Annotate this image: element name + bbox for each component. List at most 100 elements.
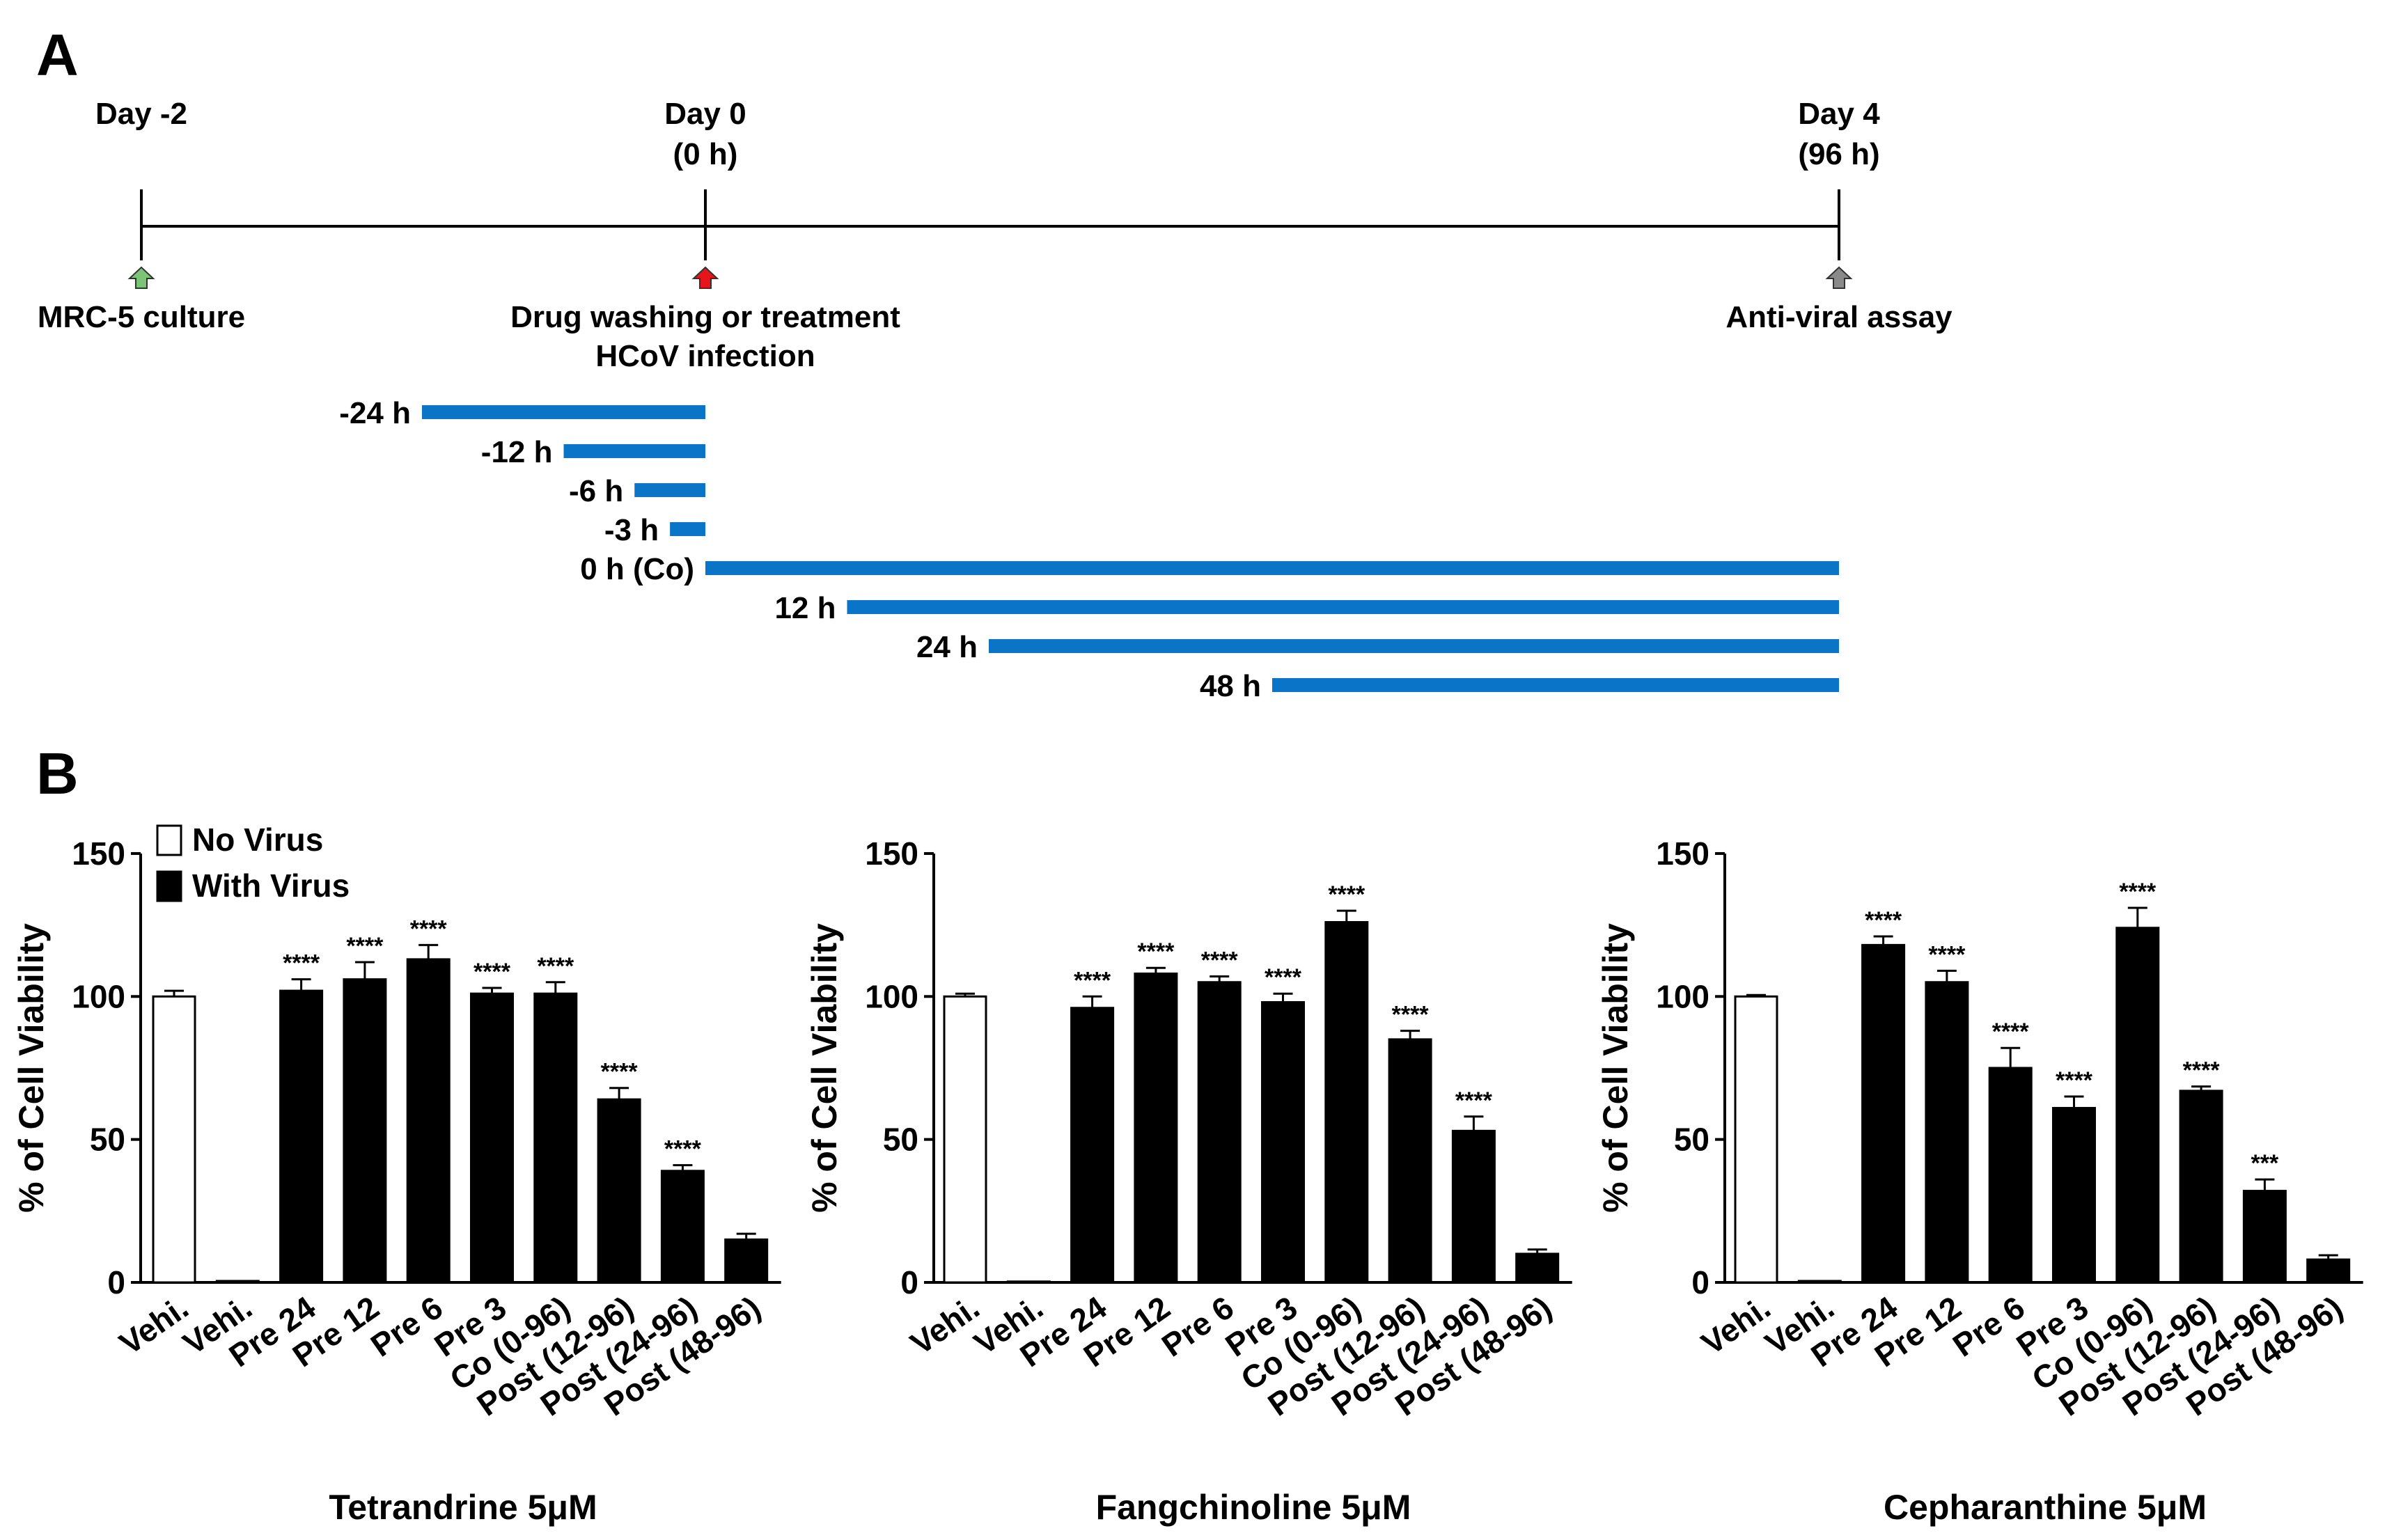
significance-label: **** bbox=[1392, 1002, 1430, 1028]
category-label: Pre 6 bbox=[1155, 1289, 1240, 1364]
legend: No Virus With Virus bbox=[156, 822, 350, 904]
significance-label: **** bbox=[1265, 964, 1302, 991]
bar bbox=[152, 995, 196, 1284]
bar bbox=[1925, 981, 1969, 1284]
significance-label: **** bbox=[1074, 967, 1111, 993]
significance-label: **** bbox=[1328, 881, 1365, 908]
treatment-bar bbox=[670, 522, 705, 536]
bar bbox=[2179, 1090, 2223, 1284]
chart-title: Cepharanthine 5μM bbox=[1884, 1488, 2207, 1527]
treatment-label: -3 h bbox=[604, 513, 659, 547]
y-axis-label: % of Cell Viability bbox=[1596, 923, 1635, 1213]
significance-label: **** bbox=[1137, 938, 1175, 965]
treatment-bar bbox=[634, 483, 705, 497]
treatment-label: 0 h (Co) bbox=[580, 552, 694, 586]
category-label: Pre 6 bbox=[364, 1289, 449, 1364]
treatment-bar bbox=[1272, 678, 1839, 692]
bar bbox=[470, 992, 514, 1284]
milestone-event-secondary: HCoV infection bbox=[595, 339, 815, 373]
significance-label: **** bbox=[1928, 941, 1966, 968]
bar bbox=[1070, 1007, 1115, 1284]
milestone-label: Day 0 bbox=[664, 97, 746, 131]
y-axis-label: % of Cell Viability bbox=[12, 923, 51, 1213]
treatment-bar bbox=[989, 639, 1839, 653]
legend-no-virus-label: No Virus bbox=[192, 822, 323, 858]
significance-label: **** bbox=[537, 953, 574, 980]
treatment-label: -6 h bbox=[569, 474, 623, 508]
significance-label: **** bbox=[346, 933, 384, 959]
significance-label: **** bbox=[283, 950, 320, 977]
significance-label: **** bbox=[1992, 1019, 2030, 1045]
significance-label: *** bbox=[2251, 1150, 2279, 1177]
y-tick-label: 50 bbox=[1674, 1122, 1709, 1158]
legend-with-virus-label: With Virus bbox=[192, 867, 350, 904]
bar bbox=[1261, 1001, 1305, 1284]
y-tick-label: 150 bbox=[72, 835, 125, 872]
milestone-label: Day 4 bbox=[1798, 97, 1880, 131]
bar bbox=[1324, 921, 1369, 1284]
bar bbox=[2052, 1106, 2096, 1284]
y-axis-label: % of Cell Viability bbox=[805, 923, 844, 1213]
treatment-label: -12 h bbox=[481, 435, 553, 469]
arrow-up-icon bbox=[1825, 266, 1853, 289]
treatment-bar bbox=[422, 405, 705, 419]
milestone-event: Anti-viral assay bbox=[1725, 300, 1952, 334]
bar bbox=[1006, 1280, 1051, 1284]
y-tick-label: 150 bbox=[1656, 835, 1709, 872]
y-tick-label: 50 bbox=[90, 1122, 125, 1158]
bar bbox=[2306, 1258, 2351, 1284]
legend-no-virus-swatch bbox=[156, 824, 182, 856]
chart-title: Fangchinoline 5μM bbox=[1096, 1488, 1411, 1527]
bar bbox=[2115, 927, 2160, 1284]
bar bbox=[1988, 1067, 2033, 1284]
significance-label: **** bbox=[2119, 879, 2157, 905]
bar bbox=[1861, 943, 1906, 1284]
bar bbox=[1451, 1129, 1496, 1284]
chart-title: Tetrandrine 5μM bbox=[329, 1488, 597, 1527]
y-tick-label: 0 bbox=[1691, 1264, 1709, 1301]
y-tick-label: 150 bbox=[865, 835, 918, 872]
panel-label-b: B bbox=[36, 741, 79, 806]
bar bbox=[660, 1170, 705, 1284]
panel-label-a: A bbox=[36, 22, 79, 88]
treatment-label: -24 h bbox=[339, 396, 411, 430]
arrow-up-icon bbox=[127, 266, 155, 289]
arrow-up-icon bbox=[691, 266, 719, 289]
milestone-label: Day -2 bbox=[95, 97, 187, 131]
y-tick-label: 0 bbox=[107, 1264, 125, 1301]
treatment-label: 12 h bbox=[774, 591, 836, 625]
bar bbox=[533, 992, 578, 1284]
treatment-bar bbox=[563, 444, 705, 458]
milestone-event: Drug washing or treatment bbox=[510, 300, 900, 334]
bar bbox=[279, 989, 324, 1284]
timeline-panel: Day -2 MRC-5 culture Day 0 (0 h) Drug washin… bbox=[38, 97, 1952, 703]
treatment-bar bbox=[847, 600, 1839, 614]
bar bbox=[1797, 1280, 1842, 1284]
treatment-bar bbox=[705, 561, 1839, 575]
bar bbox=[1388, 1038, 1432, 1284]
significance-label: **** bbox=[2056, 1067, 2093, 1094]
significance-label: **** bbox=[474, 959, 511, 985]
bar bbox=[1734, 995, 1778, 1284]
significance-label: **** bbox=[2183, 1058, 2221, 1084]
significance-label: **** bbox=[664, 1136, 702, 1163]
bar bbox=[597, 1098, 641, 1284]
milestone-event: MRC-5 culture bbox=[38, 300, 245, 334]
bar bbox=[215, 1280, 260, 1284]
bar bbox=[1515, 1252, 1560, 1284]
bar bbox=[1134, 972, 1178, 1284]
bar bbox=[2242, 1190, 2287, 1284]
y-tick-label: 100 bbox=[72, 978, 125, 1014]
milestone-label-time: (96 h) bbox=[1798, 137, 1879, 171]
category-label: Pre 6 bbox=[1946, 1289, 2031, 1364]
legend-with-virus-swatch bbox=[156, 870, 182, 902]
y-tick-label: 50 bbox=[883, 1122, 918, 1158]
milestone-label-time: (0 h) bbox=[673, 137, 738, 171]
significance-label: **** bbox=[1455, 1087, 1493, 1114]
bar bbox=[943, 995, 987, 1284]
significance-label: **** bbox=[410, 916, 448, 942]
